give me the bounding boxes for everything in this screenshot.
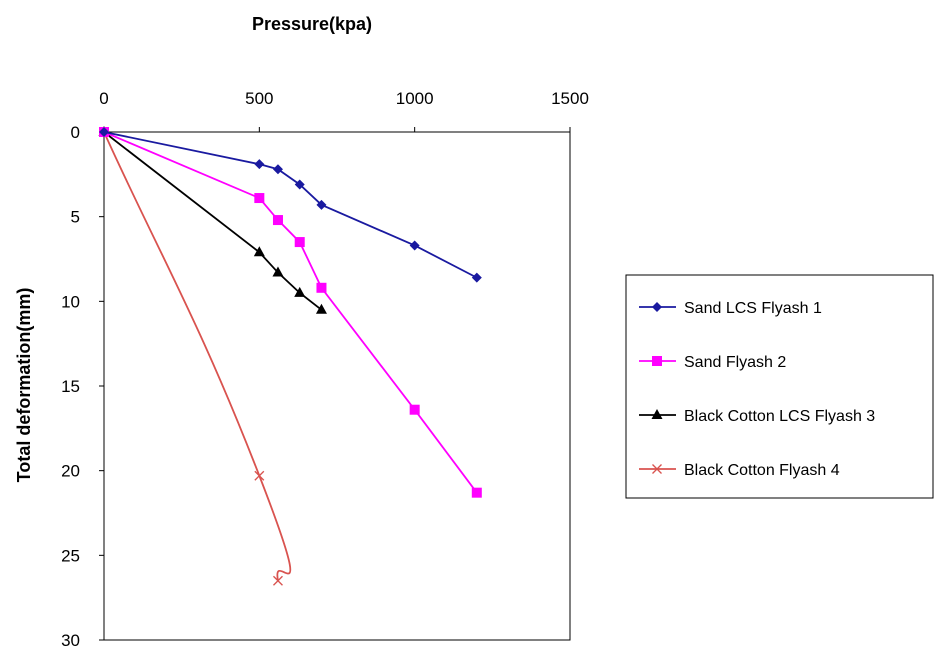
data-point [254, 193, 265, 204]
legend-marker [651, 409, 663, 419]
data-point [294, 286, 306, 297]
series-line [103, 131, 323, 311]
series-line [103, 131, 478, 494]
data-point [409, 404, 420, 415]
y-axis-title: Total deformation(mm) [14, 288, 34, 483]
data-point [294, 179, 305, 190]
legend-item: Sand LCS Flyash 1 [639, 300, 822, 317]
data-point [254, 470, 265, 481]
y-tick-label: 25 [61, 546, 80, 565]
data-point [253, 246, 265, 257]
x-tick-label: 500 [245, 89, 273, 108]
series-sand-lcs-flyash-1 [99, 127, 482, 283]
data-point [409, 240, 420, 251]
data-point [294, 237, 305, 248]
legend: Sand LCS Flyash 1 Sand Flyash 2 Black Cott… [625, 274, 934, 499]
data-point [316, 282, 327, 293]
y-tick-label: 20 [61, 462, 80, 481]
legend-label: Sand Flyash 2 [684, 354, 786, 371]
x-axis-title: Pressure(kpa) [252, 14, 372, 34]
data-point [254, 159, 265, 170]
data-point [315, 303, 327, 314]
x-tick-label: 0 [99, 89, 108, 108]
data-point [316, 199, 327, 210]
series-layer [98, 126, 482, 586]
y-tick-label: 0 [71, 123, 80, 142]
data-point [272, 266, 284, 277]
legend-marker [652, 356, 662, 366]
data-point [273, 575, 283, 586]
x-axis: 0 500 1000 1500 [99, 89, 589, 132]
legend-box [625, 274, 934, 499]
data-point [99, 127, 109, 137]
data-point [471, 272, 482, 283]
data-point [272, 215, 283, 226]
series-sand-flyash-2 [99, 127, 482, 498]
y-tick-label: 15 [61, 377, 80, 396]
legend-item: Black Cotton Flyash 4 [639, 462, 840, 479]
y-tick-label: 30 [61, 631, 80, 650]
legend-label: Sand LCS Flyash 1 [684, 300, 822, 317]
legend-marker [652, 302, 662, 312]
series-line [103, 131, 478, 279]
y-axis: 0 5 10 15 20 25 30 [61, 123, 104, 650]
legend-item: Black Cotton LCS Flyash 3 [639, 408, 875, 425]
x-tick-label: 1000 [396, 89, 434, 108]
data-point [471, 487, 482, 498]
plot-area [103, 131, 571, 641]
legend-label: Black Cotton LCS Flyash 3 [684, 408, 875, 425]
legend-marker [652, 464, 662, 474]
legend-label: Black Cotton Flyash 4 [684, 462, 840, 479]
legend-item: Sand Flyash 2 [639, 354, 786, 371]
y-tick-label: 10 [61, 292, 80, 311]
x-tick-label: 1500 [551, 89, 589, 108]
series-black-cotton-lcs-flyash-3 [98, 126, 327, 314]
data-point [272, 164, 283, 175]
y-tick-label: 5 [71, 208, 80, 227]
